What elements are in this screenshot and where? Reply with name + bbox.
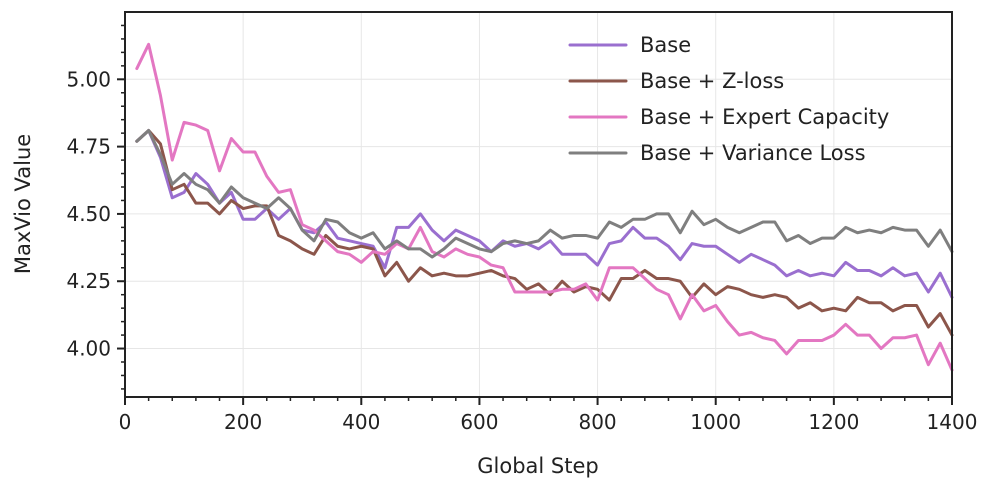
- x-tick-label: 1200: [808, 410, 859, 434]
- legend-label: Base + Expert Capacity: [640, 105, 889, 129]
- y-tick-label: 4.00: [66, 337, 111, 361]
- y-tick-label: 4.50: [66, 202, 111, 226]
- x-tick-label: 200: [224, 410, 262, 434]
- x-tick-label: 400: [342, 410, 380, 434]
- series-line-1: [135, 128, 954, 337]
- legend-label: Base + Z-loss: [640, 69, 784, 93]
- legend-label: Base: [640, 33, 691, 57]
- x-tick-label: 600: [460, 410, 498, 434]
- series-layer: [135, 42, 954, 372]
- legend-label: Base + Variance Loss: [640, 141, 866, 165]
- y-tick-label: 4.25: [66, 269, 111, 293]
- axis-ticks: [117, 24, 953, 405]
- y-axis-title: MaxVio Value: [11, 134, 35, 274]
- legend: Base Base + Z-loss Base + Expert Capacity B…: [568, 33, 889, 165]
- x-tick-label: 1400: [927, 410, 978, 434]
- axis-tick-labels: 0 200 400 600 800 1000 1200 1400 4.00 4.25 4.50 4.7…: [66, 67, 977, 434]
- x-axis-title: Global Step: [477, 454, 598, 478]
- x-tick-label: 1000: [690, 410, 741, 434]
- y-tick-label: 4.75: [66, 135, 111, 159]
- y-tick-label: 5.00: [66, 67, 111, 91]
- series-line-0: [135, 128, 954, 299]
- x-tick-label: 0: [119, 410, 132, 434]
- x-tick-label: 800: [578, 410, 616, 434]
- plot-frame: [124, 11, 953, 398]
- series-line-3: [135, 128, 954, 259]
- series-line-2: [135, 42, 954, 372]
